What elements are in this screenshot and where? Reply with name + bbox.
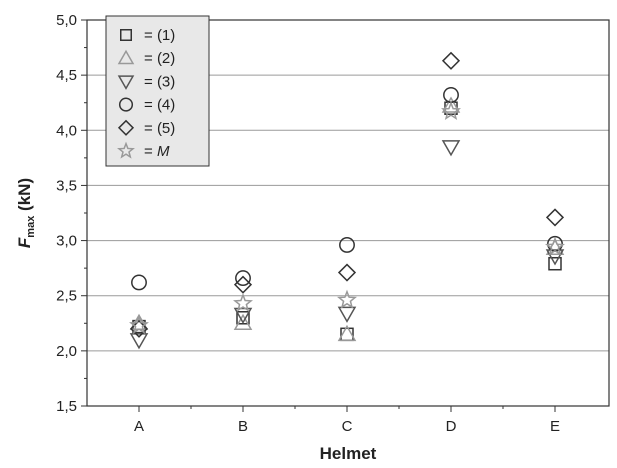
y-tick-label: 5,0	[56, 12, 77, 29]
data-point-circle	[443, 87, 459, 103]
data-point-star	[337, 289, 357, 309]
legend-marker-triangle-down	[117, 75, 135, 90]
legend-label: = (2)	[144, 50, 175, 67]
data-point-diamond	[545, 208, 565, 227]
data-point-diamond	[337, 263, 357, 282]
data-point-circle	[339, 237, 355, 253]
legend-marker-circle	[118, 97, 134, 112]
x-tick-label: A	[134, 418, 144, 435]
legend-label: = M	[144, 143, 170, 160]
legend-item: = M	[117, 141, 170, 160]
data-point-triangle-down	[233, 307, 253, 324]
x-tick-label: D	[446, 418, 457, 435]
legend-item: = (5)	[117, 119, 175, 137]
data-point-star	[233, 292, 253, 312]
y-tick-label: 2,5	[56, 288, 77, 305]
y-axis-title-unit: (kN)	[15, 178, 34, 216]
data-point-circle	[235, 270, 251, 287]
y-axis-ticks: 1,5 2,0 2,5 3,0 3,5 4,0 4,5 5,0	[56, 12, 87, 415]
data-point-triangle-down	[129, 333, 149, 350]
x-axis-ticks: A B C D E	[134, 406, 560, 435]
x-axis-title: Helmet	[320, 444, 377, 463]
data-point-triangle-up	[337, 324, 357, 342]
legend-item: = (2)	[117, 49, 175, 67]
legend: = (1) = (2) = (3) = (4) = (5) = M	[105, 15, 210, 167]
legend-marker-star	[117, 141, 135, 159]
data-point-triangle-down	[337, 306, 357, 323]
data-point-star	[441, 101, 461, 121]
data-point-diamond	[441, 51, 461, 70]
legend-marker-diamond	[117, 119, 135, 136]
legend-marker-square	[120, 29, 132, 41]
data-point-triangle-down	[441, 140, 461, 157]
y-tick-label: 2,0	[56, 343, 77, 360]
data-point-star	[545, 236, 565, 256]
x-tick-label: C	[342, 418, 353, 435]
legend-label: = (5)	[144, 120, 175, 137]
x-tick-label: E	[550, 418, 560, 435]
y-axis-title-main: F	[15, 237, 34, 248]
data-point-triangle-up	[233, 313, 253, 331]
legend-item: = (3)	[117, 73, 175, 90]
data-point-triangle-up	[441, 96, 461, 113]
legend-label: = (3)	[144, 73, 175, 90]
y-tick-label: 4,5	[56, 67, 77, 84]
y-tick-label: 3,5	[56, 177, 77, 194]
legend-marker-triangle-up	[117, 49, 135, 65]
legend-label: = (4)	[144, 97, 175, 114]
legend-item: = (1)	[120, 27, 175, 44]
data-point-diamond	[233, 275, 253, 294]
data-point-circle	[131, 274, 147, 291]
y-tick-label: 4,0	[56, 122, 77, 139]
legend-item: = (4)	[118, 97, 175, 114]
data-point-star	[129, 315, 149, 334]
y-tick-label: 3,0	[56, 233, 77, 250]
x-tick-label: B	[238, 418, 248, 435]
data-point-diamond	[129, 319, 149, 338]
y-axis-title: Fmax (kN)	[15, 178, 37, 248]
y-axis-title-sub: max	[25, 215, 37, 238]
legend-label: = (1)	[144, 27, 175, 44]
y-tick-label: 1,5	[56, 398, 77, 415]
data-points	[129, 51, 565, 350]
data-point-square	[548, 256, 562, 271]
